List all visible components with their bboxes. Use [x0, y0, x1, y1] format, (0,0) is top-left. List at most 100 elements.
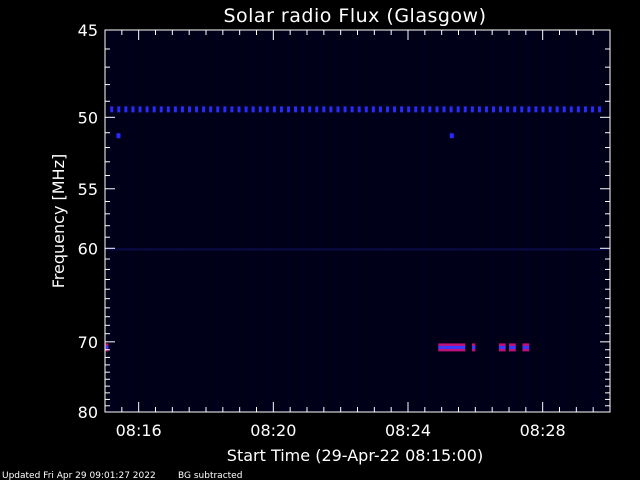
heatmap-streak [359, 30, 360, 412]
heatmap-streak [128, 30, 129, 412]
heatmap-streak [311, 30, 312, 412]
heatmap-streak [410, 30, 411, 412]
heatmap-streak [374, 30, 375, 412]
heatmap-band-50mhz-cell [598, 106, 602, 113]
y-tick-label: 70 [78, 333, 98, 352]
heatmap-band-50mhz-cell [166, 106, 170, 113]
heatmap-streak [245, 30, 246, 412]
heatmap-streak [329, 30, 330, 412]
heatmap-band-50mhz-cell [527, 106, 531, 113]
heatmap-streak [431, 30, 432, 412]
heatmap-streak [305, 30, 306, 412]
heatmap-streak [584, 30, 585, 412]
heatmap-streak [524, 30, 525, 412]
heatmap-band-50mhz-cell [159, 106, 163, 113]
heatmap-streak [515, 30, 516, 412]
heatmap-streak [443, 30, 444, 412]
heatmap-streak [581, 30, 582, 412]
heatmap-streak [176, 30, 177, 412]
heatmap-streak [134, 30, 135, 412]
heatmap-band-50mhz-cell [562, 106, 566, 113]
heatmap-streak [266, 30, 267, 412]
heatmap-streak [170, 30, 171, 412]
heatmap-streak [548, 30, 549, 412]
heatmap-band-50mhz-cell [393, 106, 397, 113]
heatmap-streak [542, 30, 543, 412]
heatmap-band-50mhz-cell [173, 106, 177, 113]
heatmap-burst-70mhz-core [105, 345, 109, 349]
heatmap-streak [608, 30, 609, 412]
heatmap-streak [194, 30, 195, 412]
heatmap-streak [455, 30, 456, 412]
heatmap-streak [347, 30, 348, 412]
heatmap-streak [125, 30, 126, 412]
heatmap-streak [119, 30, 120, 412]
heatmap-streak [512, 30, 513, 412]
heatmap-band-50mhz-cell [506, 106, 510, 113]
heatmap-streak [278, 30, 279, 412]
heatmap-streak [407, 30, 408, 412]
heatmap-streak [365, 30, 366, 412]
heatmap-band-50mhz-cell [138, 106, 142, 113]
heatmap-band-50mhz-cell [456, 106, 460, 113]
heatmap-streak [167, 30, 168, 412]
heatmap-streak [482, 30, 483, 412]
heatmap-band-50mhz-cell [258, 106, 262, 113]
heatmap-streak [389, 30, 390, 412]
heatmap-band-50mhz-cell [336, 106, 340, 113]
heatmap-streak [572, 30, 573, 412]
heatmap-streak [569, 30, 570, 412]
heatmap-streak [275, 30, 276, 412]
heatmap-streak [335, 30, 336, 412]
heatmap-streak [353, 30, 354, 412]
heatmap-band-50mhz-cell [428, 106, 432, 113]
heatmap-band-50mhz-cell [541, 106, 545, 113]
heatmap-band-50mhz-cell [583, 106, 587, 113]
heatmap-band-50mhz-cell [188, 106, 192, 113]
heatmap-band-50mhz-cell [110, 106, 114, 113]
heatmap-streak [185, 30, 186, 412]
heatmap-streak [449, 30, 450, 412]
heatmap-streak [470, 30, 471, 412]
heatmap-streak [428, 30, 429, 412]
heatmap-streak [518, 30, 519, 412]
heatmap-streak [593, 30, 594, 412]
heatmap-band-50mhz-cell [308, 106, 312, 113]
heatmap-band-50mhz-cell [449, 106, 453, 113]
heatmap-streak [371, 30, 372, 412]
x-tick-label: 08:16 [116, 421, 162, 440]
heatmap-streak [281, 30, 282, 412]
heatmap-band-50mhz-cell [322, 106, 326, 113]
heatmap-band-50mhz-cell [520, 106, 524, 113]
heatmap-streak [563, 30, 564, 412]
heatmap-streak [605, 30, 606, 412]
heatmap-band-50mhz-cell [301, 106, 305, 113]
heatmap-streak [446, 30, 447, 412]
heatmap-band-50mhz-cell [230, 106, 234, 113]
heatmap-streak [383, 30, 384, 412]
heatmap-streak [299, 30, 300, 412]
heatmap-band-50mhz-cell [576, 106, 580, 113]
heatmap-burst-70mhz-core [509, 345, 516, 349]
heatmap-streak [599, 30, 600, 412]
heatmap-streak [551, 30, 552, 412]
heatmap-streak [533, 30, 534, 412]
heatmap-burst-70mhz-core [522, 345, 530, 349]
heatmap-streak [248, 30, 249, 412]
heatmap-band-50mhz-cell [569, 106, 573, 113]
heatmap-streak [440, 30, 441, 412]
heatmap-band-50mhz-cell [244, 106, 248, 113]
heatmap-streak [179, 30, 180, 412]
heatmap-band-50mhz-cell [195, 106, 199, 113]
heatmap-streak [590, 30, 591, 412]
heatmap-band-50mhz-cell [279, 106, 283, 113]
heatmap-streak [269, 30, 270, 412]
heatmap-streak [560, 30, 561, 412]
heatmap-streak [539, 30, 540, 412]
heatmap-streak [251, 30, 252, 412]
heatmap-streak [395, 30, 396, 412]
heatmap-streak [488, 30, 489, 412]
heatmap-streak [227, 30, 228, 412]
heatmap-streak [587, 30, 588, 412]
